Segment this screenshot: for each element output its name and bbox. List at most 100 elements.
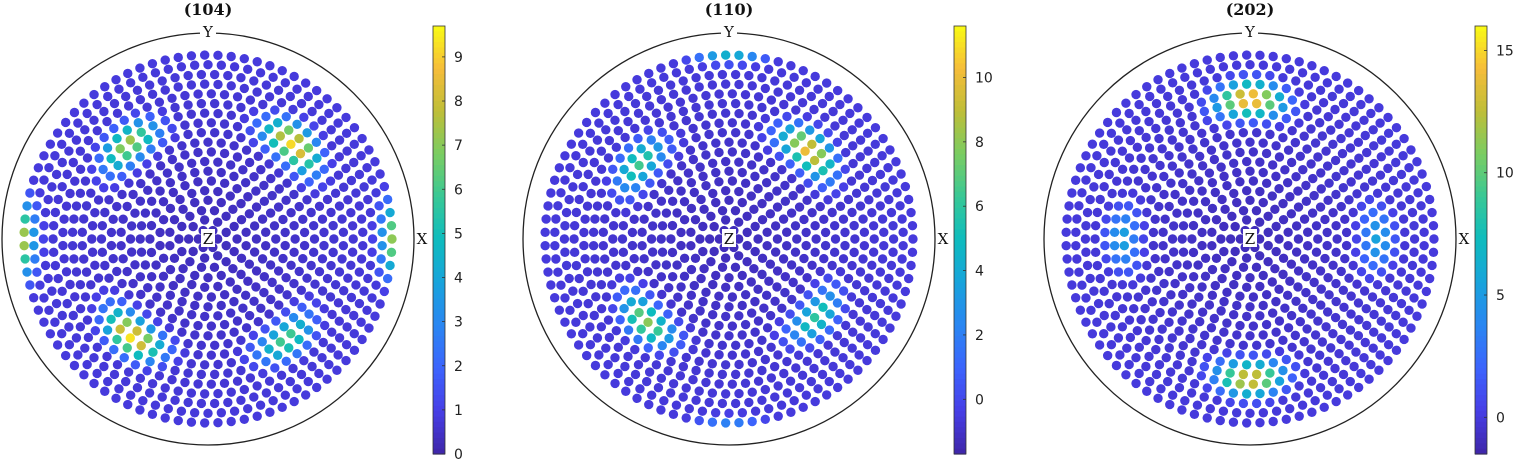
data-point — [613, 125, 623, 136]
data-point — [802, 195, 812, 206]
colorbar-segment — [1475, 138, 1487, 145]
colorbar-segment — [433, 395, 445, 402]
data-point — [1141, 285, 1151, 295]
colorbar-segment — [954, 261, 966, 268]
data-point — [1413, 188, 1423, 198]
data-point — [1225, 397, 1235, 408]
data-point — [257, 337, 267, 347]
data-point — [753, 346, 764, 357]
data-point — [907, 221, 918, 231]
data-point — [676, 128, 686, 139]
colorbar-segment — [954, 266, 966, 273]
data-point — [848, 158, 858, 169]
data-point — [1235, 320, 1245, 331]
data-point — [1090, 247, 1101, 258]
data-point — [80, 343, 90, 353]
data-point — [636, 144, 646, 154]
data-point — [264, 92, 275, 102]
data-point — [727, 147, 738, 157]
data-point — [633, 266, 643, 277]
data-point — [1151, 285, 1162, 296]
data-point — [1153, 393, 1163, 404]
data-point — [196, 369, 207, 380]
data-point — [279, 146, 289, 156]
data-point — [377, 240, 387, 251]
data-point — [671, 68, 682, 78]
data-point — [1281, 414, 1292, 425]
data-point — [1125, 332, 1136, 343]
data-point — [1316, 168, 1326, 178]
data-point — [734, 79, 744, 90]
data-point — [1232, 167, 1242, 178]
data-point — [1090, 220, 1101, 231]
data-point — [1151, 369, 1162, 380]
data-point — [840, 164, 850, 175]
data-point — [696, 273, 706, 284]
data-point — [1099, 157, 1109, 168]
data-point — [280, 161, 291, 171]
data-point — [698, 327, 708, 337]
data-point — [1345, 325, 1356, 335]
data-point — [847, 343, 857, 353]
colorbar-segment — [433, 79, 445, 86]
data-point — [657, 221, 668, 231]
data-point — [1217, 273, 1227, 284]
data-point — [304, 177, 314, 187]
data-point — [1286, 259, 1297, 269]
data-point — [319, 227, 329, 238]
data-point — [801, 390, 812, 400]
colorbar-segment — [433, 197, 445, 204]
data-point — [573, 128, 584, 138]
data-point — [1263, 227, 1273, 238]
data-point — [216, 300, 226, 311]
data-point — [232, 284, 242, 295]
data-point — [1182, 208, 1193, 218]
data-point — [1188, 247, 1199, 258]
data-point — [77, 227, 88, 237]
data-point — [566, 139, 577, 149]
data-point — [1316, 184, 1326, 194]
colorbar-segment — [954, 277, 966, 284]
data-point — [334, 201, 345, 211]
data-point — [1356, 368, 1366, 379]
data-point — [1209, 344, 1219, 355]
data-point — [1117, 164, 1128, 174]
data-point — [1330, 312, 1341, 323]
colorbar-segment — [954, 405, 966, 412]
data-point — [130, 360, 141, 370]
data-point — [888, 175, 898, 185]
data-point — [1353, 137, 1364, 148]
data-point — [813, 384, 823, 394]
data-point — [888, 293, 898, 303]
colorbar-segment — [954, 416, 966, 423]
colorbar-segment — [433, 293, 445, 300]
data-point — [1197, 339, 1207, 350]
data-point — [130, 108, 141, 118]
data-point — [701, 377, 711, 388]
data-point — [1131, 89, 1141, 100]
data-point — [706, 257, 716, 267]
data-point — [590, 360, 601, 371]
data-point — [734, 186, 744, 197]
data-point — [823, 195, 833, 205]
data-point — [251, 266, 262, 276]
data-point — [158, 271, 169, 282]
data-point — [33, 163, 44, 173]
data-point — [1313, 234, 1323, 244]
data-point — [1303, 80, 1314, 90]
data-point — [326, 343, 336, 353]
data-point — [714, 147, 724, 158]
data-point — [1376, 201, 1387, 211]
data-point — [1187, 299, 1197, 309]
data-point — [560, 247, 570, 257]
data-point — [1141, 183, 1151, 193]
data-point — [646, 234, 657, 244]
colorbar-segment — [954, 90, 966, 97]
data-point — [1184, 159, 1194, 169]
data-point — [132, 85, 143, 96]
data-point — [1322, 390, 1333, 400]
data-point — [354, 298, 365, 309]
data-point — [243, 64, 253, 75]
data-point — [337, 214, 347, 224]
data-point — [1283, 323, 1294, 333]
